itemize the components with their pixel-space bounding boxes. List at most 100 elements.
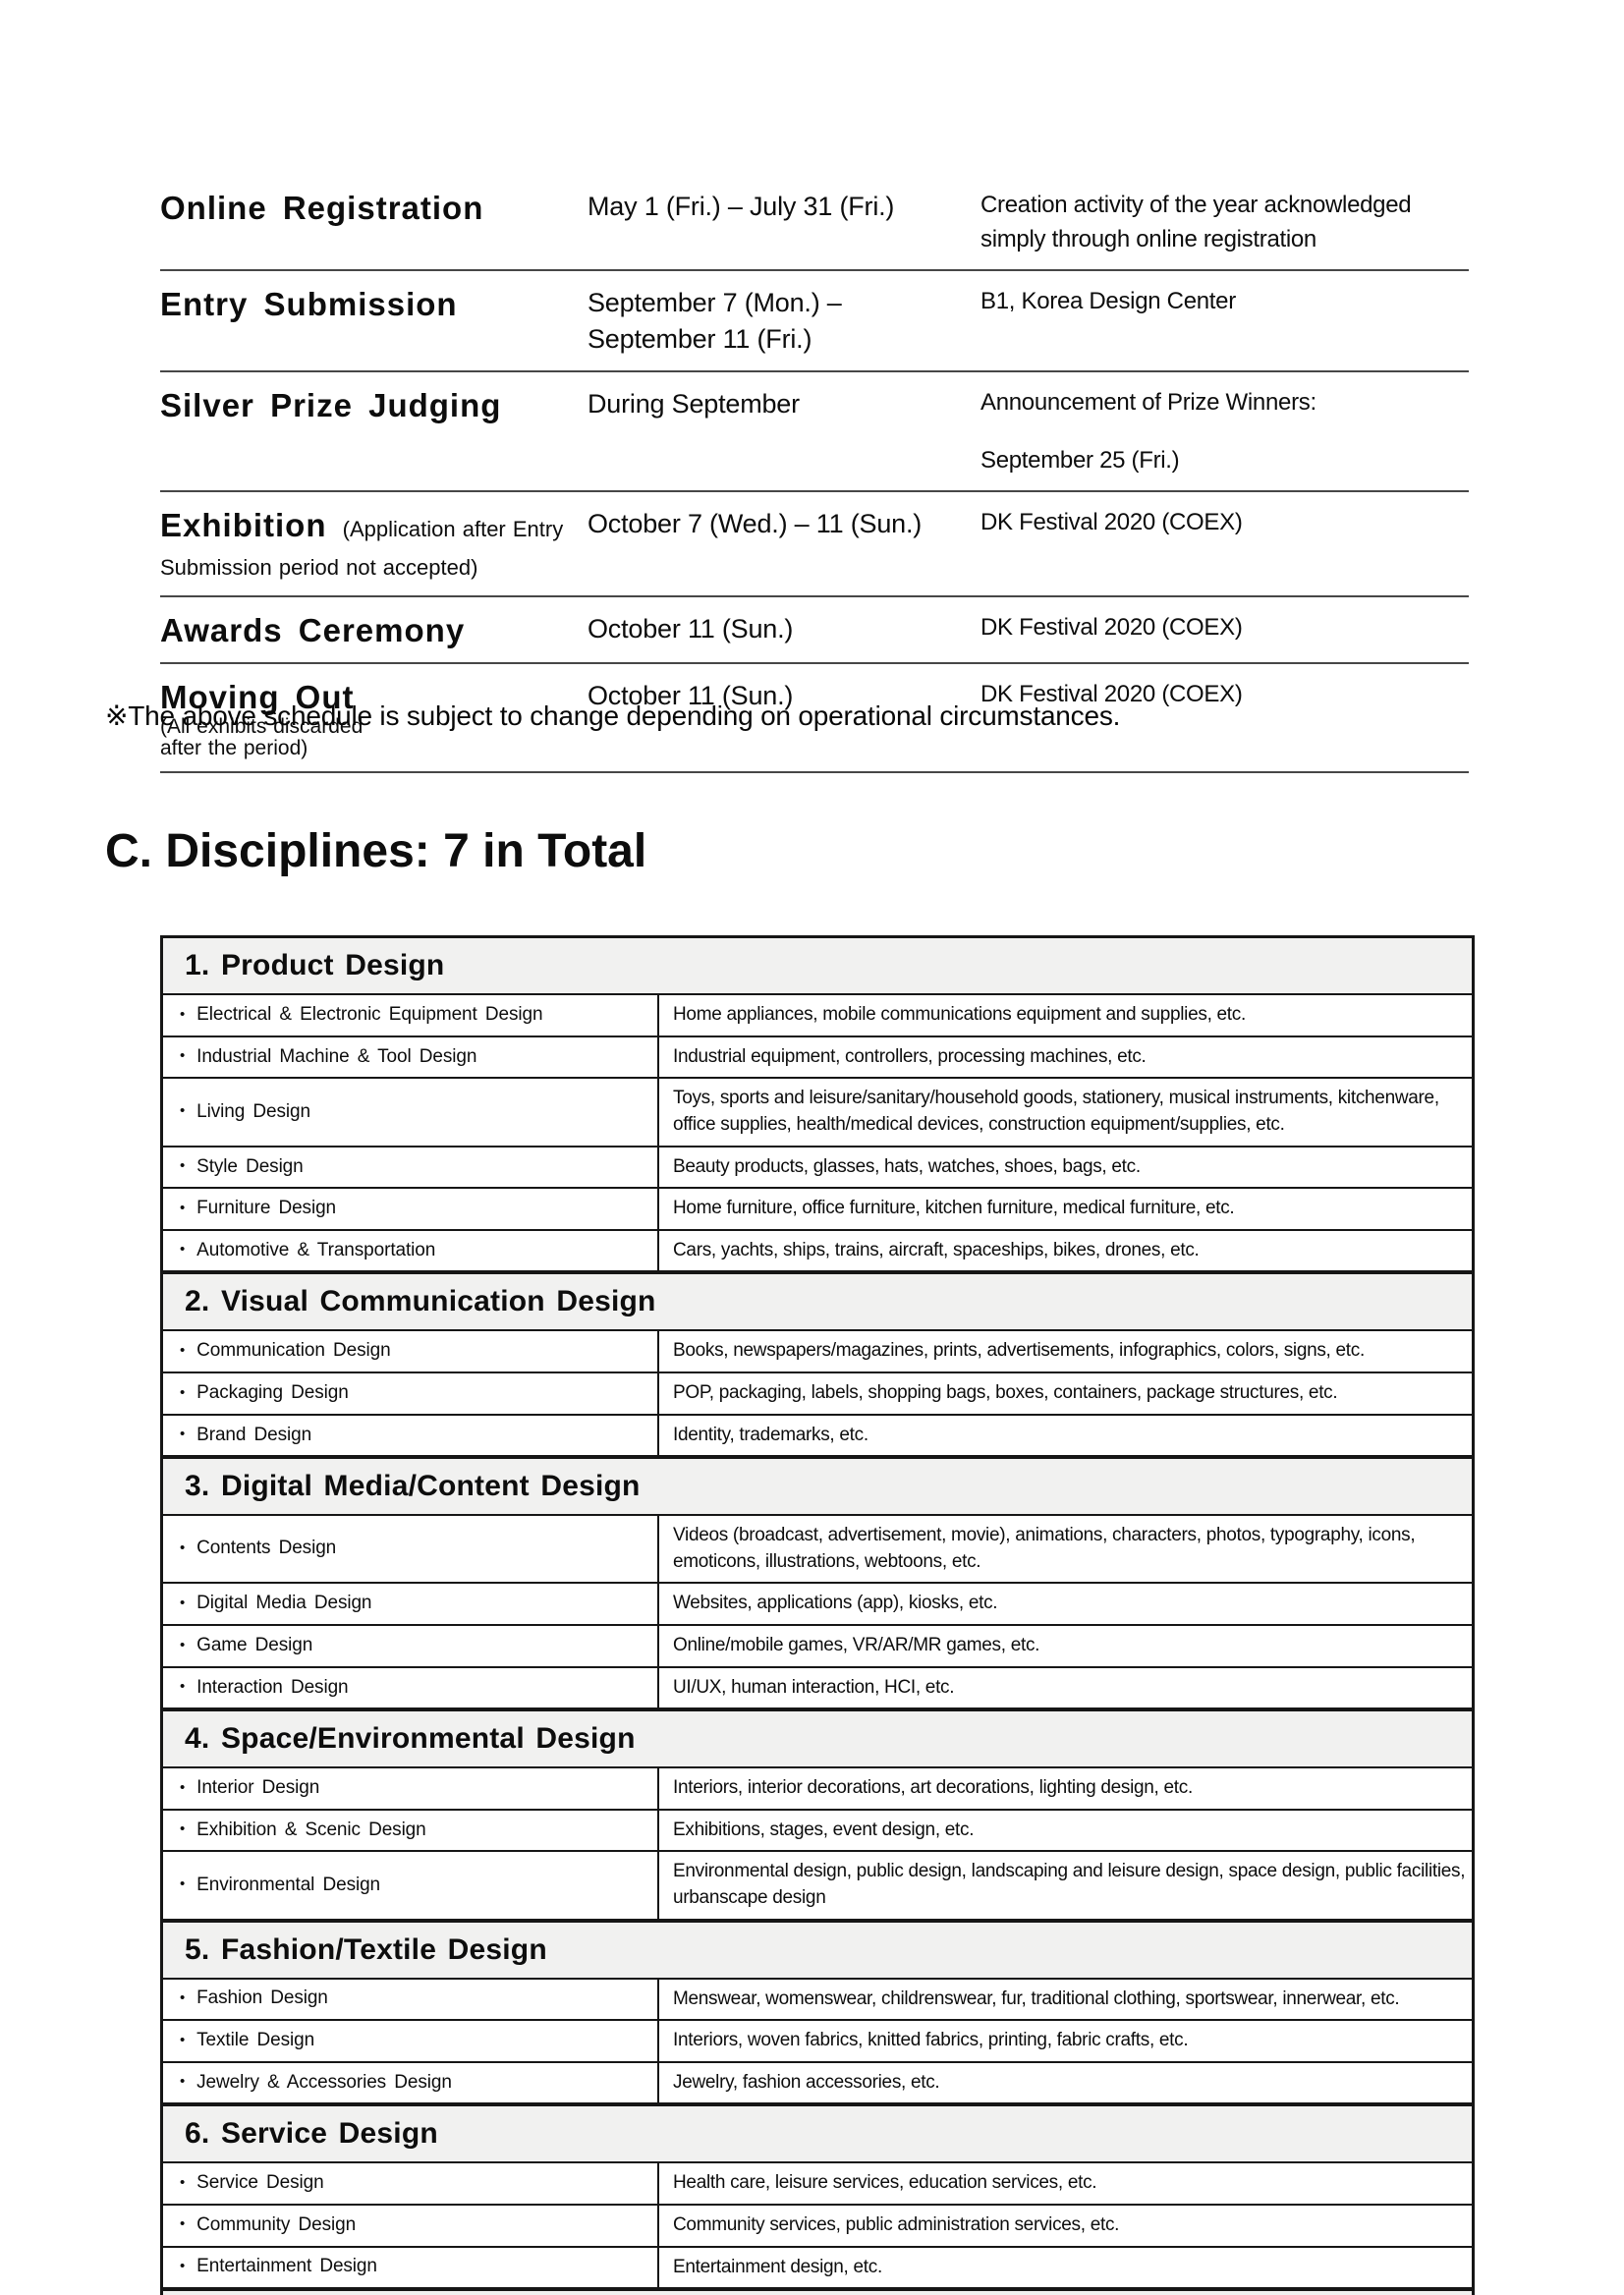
discipline-label-cell: • Packaging Design [163,1373,659,1414]
discipline-section-title: 5. Fashion/Textile Design [185,1932,547,1966]
bullet-icon: • [180,1426,186,1443]
discipline-label-cell: • Brand Design [163,1415,659,1456]
discipline-desc: POP, packaging, labels, shopping bags, b… [673,1382,1338,1403]
discipline-section-header: 2. Visual Communication Design [163,1272,1472,1332]
page-title: C. Disciplines: 7 in Total [105,825,647,878]
discipline-label: Automotive & Transportation [196,1239,436,1260]
schedule-row-info: Creation activity of the year acknowledg… [980,192,1412,252]
discipline-label-cell: • Textile Design [163,2021,659,2061]
bullet-icon: • [180,1157,186,1175]
discipline-desc: Videos (broadcast, advertisement, movie)… [673,1525,1416,1572]
discipline-label-cell: • Automotive & Transportation [163,1230,659,1271]
discipline-desc: Interiors, woven fabrics, knitted fabric… [673,2030,1189,2051]
discipline-label-cell: • Environmental Design [163,1852,659,1919]
discipline-row: • Textile Design Interiors, woven fabrics,… [163,2021,1472,2063]
schedule-disclaimer: ※The above schedule is subject to change… [105,700,1121,731]
schedule-row-awards-ceremony: Awards Ceremony October 11 (Sun.) DK Fes… [160,597,1469,664]
discipline-row: • Communication Design Books, newspapers/m… [163,1331,1472,1373]
discipline-row: • Environmental Design Environmental desig… [163,1852,1472,1921]
discipline-label: Exhibition & Scenic Design [196,1819,426,1840]
discipline-label: Furniture Design [196,1198,337,1219]
date-line: September 7 (Mon.) – [588,287,842,317]
discipline-desc: Jewelry, fashion accessories, etc. [673,2071,940,2093]
discipline-desc: Exhibitions, stages, event design, etc. [673,1819,975,1840]
discipline-desc: Websites, applications (app), kiosks, et… [673,1593,998,1614]
discipline-label-cell: • Jewelry & Accessories Design [163,2062,659,2103]
bullet-icon: • [180,1383,186,1401]
discipline-row: • Community Design Community services, pub… [163,2205,1472,2248]
discipline-section-header: 4. Space/Environmental Design [163,1709,1472,1769]
schedule-row-info: B1, Korea Design Center [980,287,1236,314]
discipline-label: Jewelry & Accessories Design [196,2071,452,2093]
discipline-label-cell: • Furniture Design [163,1189,659,1229]
discipline-row: • Jewelry & Accessories Design Jewelry, fa… [163,2062,1472,2105]
discipline-label: Entertainment Design [196,2256,377,2277]
discipline-label-cell: • Industrial Machine & Tool Design [163,1036,659,1078]
discipline-row: • Automotive & Transportation Cars, yachts… [163,1230,1472,1273]
schedule-row-info: DK Festival 2020 (COEX) [980,680,1243,707]
info-line: September 25 (Fri.) [980,446,1180,474]
discipline-label-cell: • Service Design [163,2163,659,2204]
discipline-label-cell: • Interior Design [163,1768,659,1809]
discipline-label: Textile Design [196,2030,315,2051]
schedule-row-info: DK Festival 2020 (COEX) [980,613,1243,641]
schedule-row-moving-out: Moving Out (All exhibits discarded after… [105,664,1469,774]
bullet-icon: • [180,2258,186,2275]
discipline-row: • Entertainment Design Entertainment desig… [163,2247,1472,2290]
label-note: (All exhibits discarded after the period… [160,715,364,760]
discipline-label: Contents Design [196,1538,337,1559]
bullet-icon: • [180,2215,186,2233]
bullet-icon: • [180,1539,186,1557]
discipline-label: Fashion Design [196,1987,328,2009]
schedule-row-online-registration: Online Registration May 1 (Fri.) – July … [160,175,1469,271]
schedule-row-date: October 11 (Sun.) [588,613,794,644]
discipline-section-header: 5. Fashion/Textile Design [163,1920,1472,1980]
discipline-label-cell: • Communication Design [163,1331,659,1371]
schedule-row-label: Awards Ceremony [160,611,466,648]
discipline-desc: Cars, yachts, ships, trains, aircraft, s… [673,1239,1200,1260]
discipline-row: • Brand Design Identity, trademarks, etc. [163,1415,1472,1458]
schedule-row-label: Online Registration [160,190,484,226]
discipline-label-cell: • Digital Media Design [163,1584,659,1624]
bullet-icon: • [180,1636,186,1653]
bullet-icon: • [180,1778,186,1796]
discipline-label: Interior Design [196,1777,320,1799]
discipline-label-cell: • Contents Design [163,1516,659,1583]
discipline-section-title: 4. Space/Environmental Design [185,1722,636,1756]
discipline-section-header: 6. Service Design [163,2104,1472,2164]
schedule-row-label: Silver Prize Judging [160,387,502,424]
bullet-icon: • [180,1678,186,1696]
bullet-icon: • [180,1989,186,2007]
discipline-label-cell: • Exhibition & Scenic Design [163,1810,659,1851]
discipline-desc: Health care, leisure services, education… [673,2172,1097,2194]
bullet-icon: • [180,1594,186,1611]
discipline-label: Communication Design [196,1340,391,1362]
discipline-label: Packaging Design [196,1381,349,1403]
discipline-row: • Electrical & Electronic Equipment Desig… [163,995,1472,1037]
schedule-row-date: October 11 (Sun.) [588,680,794,710]
discipline-section-header: 7. Craft Design [163,2289,1472,2295]
discipline-label: Electrical & Electronic Equipment Design [196,1004,543,1026]
discipline-label-cell: • Entertainment Design [163,2247,659,2288]
label-text: Exhibition [160,506,327,543]
discipline-row: • Service Design Health care, leisure serv… [163,2163,1472,2206]
schedule-row-date: September 7 (Mon.) – September 11 (Fri.) [588,285,980,360]
discipline-label-cell: • Electrical & Electronic Equipment Desig… [163,995,659,1036]
schedule-row-label: Moving Out (All exhibits discarded after… [160,678,588,760]
bullet-icon: • [180,1047,186,1065]
bullet-icon: • [180,2031,186,2048]
discipline-desc: Identity, trademarks, etc. [673,1424,868,1445]
bullet-icon: • [180,1341,186,1359]
discipline-section-title: 1. Product Design [185,949,445,982]
discipline-row: • Game Design Online/mobile games, VR/AR/M… [163,1625,1472,1668]
schedule-row-date: May 1 (Fri.) – July 31 (Fri.) [588,192,895,221]
discipline-label: Brand Design [196,1424,312,1445]
discipline-section-header: 3. Digital Media/Content Design [163,1457,1472,1517]
discipline-row: • Packaging Design POP, packaging, labels,… [163,1373,1472,1416]
discipline-desc: Interiors, interior decorations, art dec… [673,1777,1193,1799]
bullet-icon: • [180,1005,186,1023]
discipline-row: • Living Design Toys, sports and leisure/s… [163,1079,1472,1148]
discipline-desc: Beauty products, glasses, hats, watches,… [673,1155,1141,1177]
info-line: Announcement of Prize Winners: [980,389,1316,417]
discipline-row: • Furniture Design Home furniture, office … [163,1189,1472,1231]
